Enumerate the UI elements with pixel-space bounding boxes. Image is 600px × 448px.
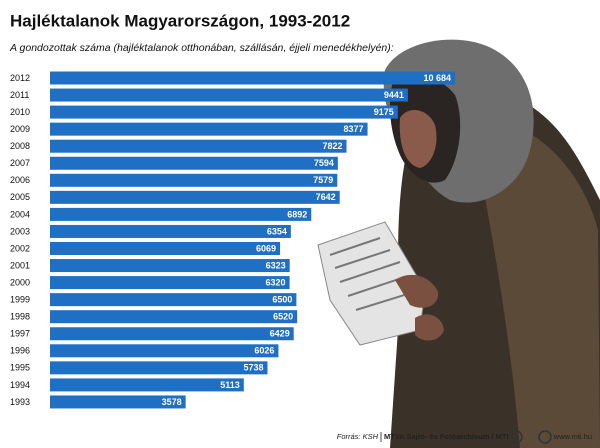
value-label: 9441 (384, 90, 404, 100)
bar (50, 139, 347, 153)
y-tick-label: 1998 (10, 312, 30, 322)
y-tick-label: 2007 (10, 158, 30, 168)
value-label: 9175 (374, 107, 394, 117)
value-label: 6323 (266, 260, 286, 270)
url: www.mti.hu (553, 432, 592, 441)
y-tick-label: 2006 (10, 175, 30, 185)
value-label: 5113 (220, 380, 240, 390)
bar (50, 224, 291, 238)
y-tick-label: 2008 (10, 141, 30, 151)
value-label: 6892 (287, 209, 307, 219)
bar (50, 310, 298, 324)
bar (50, 156, 338, 170)
value-label: 6354 (267, 226, 287, 236)
bar (50, 122, 368, 136)
y-tick-label: 2001 (10, 260, 30, 270)
bar (50, 293, 297, 307)
bar (50, 327, 294, 341)
bar (50, 395, 186, 409)
y-tick-label: 2004 (10, 209, 30, 219)
bar (50, 242, 281, 255)
footer: Forrás: KSH MTVA Sajtó- és Fotóarchívum … (337, 430, 592, 444)
logo (538, 430, 552, 444)
bar (50, 190, 340, 204)
chart-title: Hajléktalanok Magyarországon, 1993-2012 (10, 11, 350, 30)
value-label: 8377 (344, 124, 364, 134)
y-tick-label: 2000 (10, 277, 30, 287)
value-label: 10 684 (423, 73, 451, 83)
bar (50, 276, 290, 290)
y-tick-label: 2002 (10, 243, 30, 253)
value-label: 6500 (272, 295, 292, 305)
value-label: 5738 (243, 363, 263, 373)
bar (50, 88, 408, 102)
value-label: 3578 (162, 397, 182, 407)
bar (50, 207, 312, 221)
source: Forrás: KSH (337, 432, 379, 441)
y-tick-label: 2003 (10, 226, 30, 236)
y-tick-label: 1997 (10, 329, 30, 339)
value-label: 7579 (313, 175, 333, 185)
y-tick-label: 2011 (10, 90, 29, 100)
y-tick-label: 1993 (10, 397, 30, 407)
y-tick-label: 2010 (10, 107, 30, 117)
y-tick-label: 1994 (10, 380, 30, 390)
bar (50, 378, 244, 392)
value-label: 6520 (273, 312, 293, 322)
y-tick-label: 2009 (10, 124, 30, 134)
value-label: 6026 (254, 346, 274, 356)
bar (50, 361, 268, 375)
value-label: 7594 (314, 158, 334, 168)
y-tick-label: 1996 (10, 346, 30, 356)
value-label: 6069 (256, 243, 276, 253)
y-tick-label: 2005 (10, 192, 30, 202)
y-tick-label: 1995 (10, 363, 30, 373)
value-label: 7822 (322, 141, 342, 151)
bar (50, 259, 290, 273)
credit: MTVA Sajtó- és Fotóarchívum / MTI (384, 432, 509, 441)
y-tick-label: 1999 (10, 295, 30, 305)
chart-subtitle: A gondozottak száma (hajléktalanok ottho… (9, 42, 394, 54)
bar (50, 173, 338, 187)
bar (50, 344, 279, 358)
logo (509, 430, 523, 444)
y-tick-label: 2012 (10, 73, 30, 83)
photo (317, 39, 600, 448)
value-label: 6320 (266, 277, 286, 287)
bar (50, 105, 398, 119)
value-label: 7642 (316, 192, 336, 202)
bar (50, 71, 455, 85)
value-label: 6429 (270, 329, 290, 339)
